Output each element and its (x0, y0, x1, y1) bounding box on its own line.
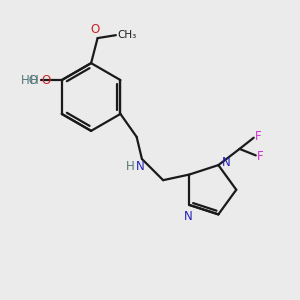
Text: O: O (91, 23, 100, 36)
Text: N: N (222, 156, 231, 169)
Text: H: H (30, 74, 39, 87)
Text: CH₃: CH₃ (117, 30, 136, 40)
Text: N: N (184, 210, 192, 223)
Text: HO: HO (21, 74, 39, 87)
Text: F: F (257, 150, 264, 164)
Text: H: H (126, 160, 135, 173)
Text: F: F (255, 130, 262, 143)
Text: O: O (41, 74, 50, 87)
Text: N: N (136, 160, 145, 173)
